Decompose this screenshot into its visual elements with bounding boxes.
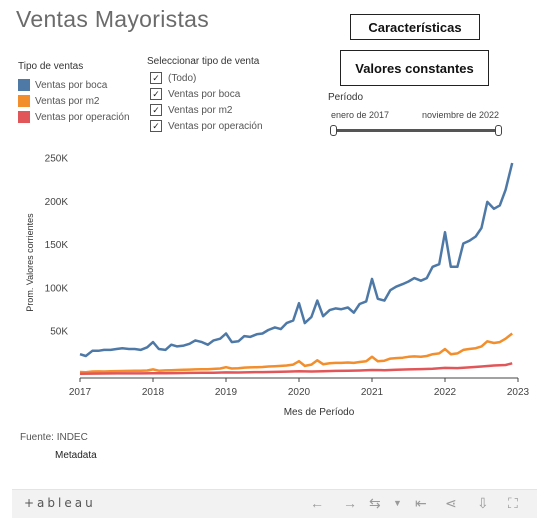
- periodo-end-value: noviembre de 2022: [422, 110, 500, 120]
- filter-label-operacion: Ventas por operación: [168, 120, 263, 132]
- periodo-start-value: enero de 2017: [331, 110, 390, 120]
- periodo-label: Período: [328, 92, 364, 103]
- filter-item-m2[interactable]: ✓ Ventas por m2: [150, 102, 263, 118]
- y-tick-label: 250K: [45, 154, 69, 165]
- checkbox-operacion[interactable]: ✓: [150, 120, 162, 132]
- tipo-venta-filter: ✓ (Todo) ✓ Ventas por boca ✓ Ventas por …: [150, 70, 263, 134]
- legend-item-boca[interactable]: Ventas por boca: [18, 77, 130, 93]
- checkbox-m2[interactable]: ✓: [150, 104, 162, 116]
- legend-label-operacion: Ventas por operación: [35, 111, 130, 123]
- y-tick-label: 200K: [45, 197, 69, 208]
- valores-constantes-button[interactable]: Valores constantes: [340, 50, 489, 86]
- filter-item-boca[interactable]: ✓ Ventas por boca: [150, 86, 263, 102]
- back-to-start-icon[interactable]: ⇤: [415, 495, 427, 511]
- x-tick-label: 2021: [361, 387, 384, 398]
- legend: Ventas por boca Ventas por m2 Ventas por…: [18, 77, 130, 125]
- redo-icon[interactable]: →: [343, 495, 357, 511]
- download-icon[interactable]: ⇩: [477, 495, 489, 511]
- fullscreen-icon[interactable]: ⛶: [508, 495, 518, 511]
- legend-swatch-boca: [18, 79, 30, 91]
- filter-label-boca: Ventas por boca: [168, 88, 241, 100]
- dropdown-icon[interactable]: ▼: [393, 498, 402, 508]
- x-tick-label: 2019: [215, 387, 238, 398]
- x-tick-label: 2018: [142, 387, 165, 398]
- periodo-slider-start-handle[interactable]: [330, 125, 337, 136]
- x-tick-label: 2022: [434, 387, 457, 398]
- y-tick-label: 50K: [50, 327, 68, 338]
- y-tick-label: 100K: [45, 283, 69, 294]
- metadata-link[interactable]: Metadata: [55, 450, 97, 461]
- series-line-m2[interactable]: [79, 332, 513, 374]
- x-tick-label: 2017: [69, 387, 92, 398]
- legend-swatch-operacion: [18, 111, 30, 123]
- periodo-slider-track[interactable]: [333, 129, 500, 132]
- legend-swatch-m2: [18, 95, 30, 107]
- x-axis-label: Mes de Período: [284, 407, 355, 418]
- legend-title: Tipo de ventas: [18, 61, 84, 72]
- series-line-boca[interactable]: [79, 162, 514, 358]
- caracteristicas-button[interactable]: Características: [350, 14, 480, 40]
- checkbox-todo[interactable]: ✓: [150, 72, 162, 84]
- filter-label-todo: (Todo): [168, 72, 197, 84]
- filter-title: Seleccionar tipo de venta: [147, 56, 260, 67]
- x-tick-label: 2020: [288, 387, 311, 398]
- y-tick-label: 150K: [45, 240, 69, 251]
- legend-item-operacion[interactable]: Ventas por operación: [18, 109, 130, 125]
- filter-item-operacion[interactable]: ✓ Ventas por operación: [150, 118, 263, 134]
- undo-icon[interactable]: ←: [310, 495, 324, 511]
- x-tick-label: 2023: [507, 387, 530, 398]
- share-icon[interactable]: ⋖: [445, 495, 457, 511]
- tableau-toolbar: +ableau ← → ⇆ ▼ ⇤ ⋖ ⇩ ⛶: [12, 489, 537, 518]
- y-axis-label: Prom. Valores corrientes: [25, 213, 35, 312]
- page-title: Ventas Mayoristas: [16, 6, 210, 32]
- checkbox-boca[interactable]: ✓: [150, 88, 162, 100]
- source-note: Fuente: INDEC: [20, 432, 88, 443]
- legend-label-m2: Ventas por m2: [35, 95, 100, 107]
- ventas-line-chart: Prom. Valores corrientes Mes de Período …: [25, 154, 530, 418]
- series-line-operacion[interactable]: [79, 362, 513, 375]
- filter-label-m2: Ventas por m2: [168, 104, 233, 116]
- tableau-logo-icon[interactable]: +ableau: [24, 496, 96, 510]
- legend-label-boca: Ventas por boca: [35, 79, 108, 91]
- revert-icon[interactable]: ⇆: [369, 495, 381, 511]
- legend-item-m2[interactable]: Ventas por m2: [18, 93, 130, 109]
- filter-item-todo[interactable]: ✓ (Todo): [150, 70, 263, 86]
- periodo-slider-end-handle[interactable]: [495, 125, 502, 136]
